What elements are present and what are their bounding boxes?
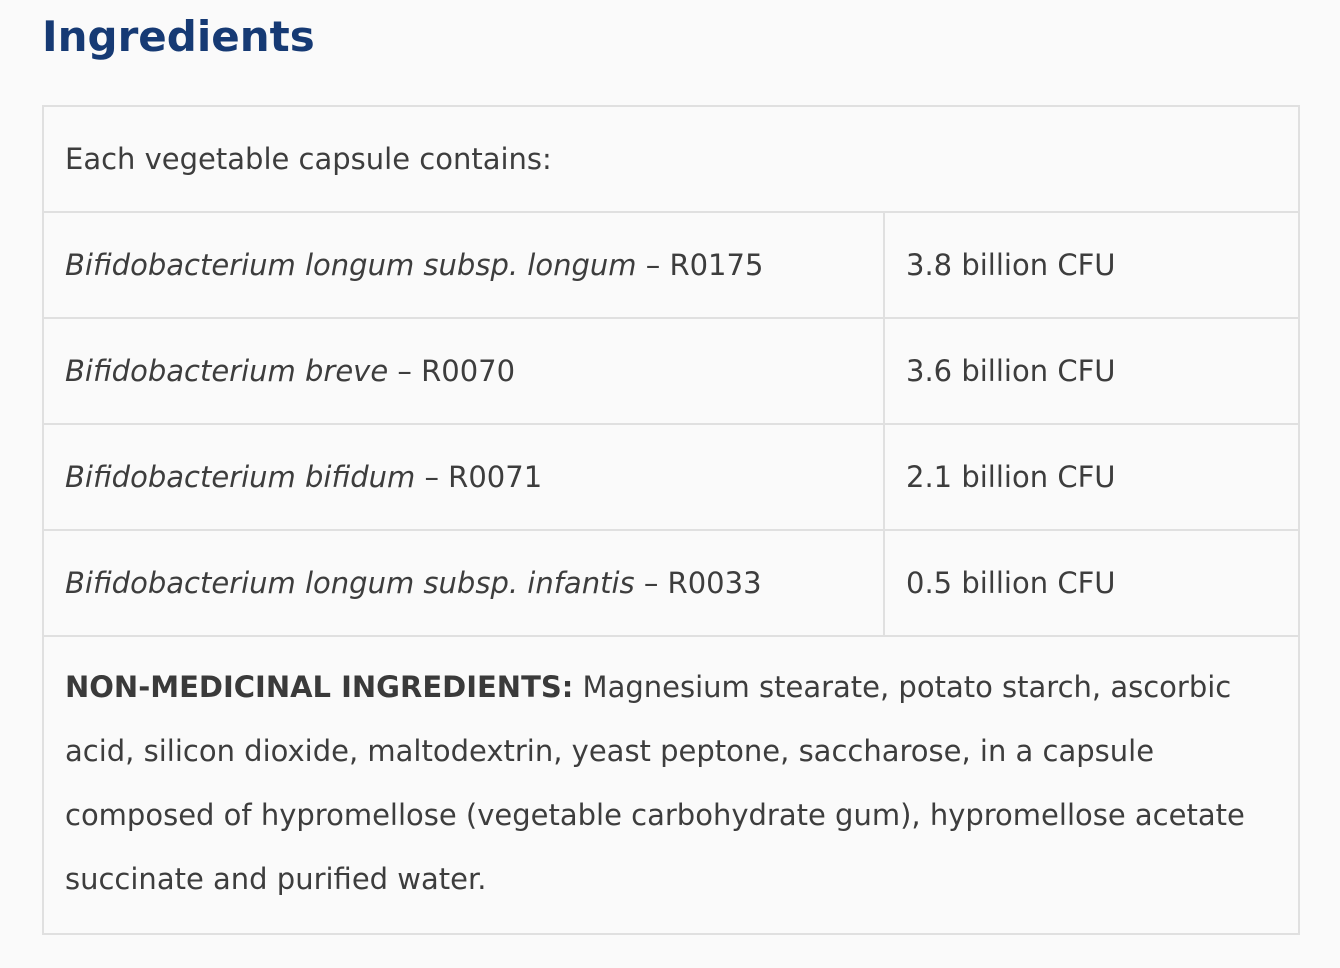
- ingredient-name: Bifidobacterium bifidum – R0071: [42, 423, 885, 531]
- species: Bifidobacterium breve: [65, 354, 389, 388]
- table-row: Each vegetable capsule contains:: [42, 105, 1300, 213]
- table-row: NON-MEDICINAL INGREDIENTS: Magnesium ste…: [42, 635, 1300, 935]
- table-row: Bifidobacterium bifidum – R0071 2.1 billi…: [42, 423, 1300, 531]
- strain: – R0175: [636, 248, 764, 282]
- non-medicinal-text: Magnesium stearate, potato starch, ascor…: [65, 670, 1245, 896]
- ingredient-name: Bifidobacterium breve – R0070: [42, 317, 885, 425]
- non-medicinal-ingredients: NON-MEDICINAL INGREDIENTS: Magnesium ste…: [42, 635, 1300, 935]
- ingredient-amount: 3.8 billion CFU: [883, 211, 1300, 319]
- ingredient-amount: 2.1 billion CFU: [883, 423, 1300, 531]
- page-title: Ingredients: [42, 12, 315, 61]
- strain: – R0033: [634, 566, 762, 600]
- ingredient-name: Bifidobacterium longum subsp. longum – R…: [42, 211, 885, 319]
- table-row: Bifidobacterium longum subsp. longum – R…: [42, 211, 1300, 319]
- ingredients-table: Each vegetable capsule contains: Bifidob…: [42, 105, 1300, 935]
- ingredient-name: Bifidobacterium longum subsp. infantis –…: [42, 529, 885, 637]
- ingredient-amount: 3.6 billion CFU: [883, 317, 1300, 425]
- species: Bifidobacterium longum subsp. longum: [65, 248, 637, 282]
- table-row: Bifidobacterium longum subsp. infantis –…: [42, 529, 1300, 637]
- intro-text: Each vegetable capsule contains:: [42, 105, 1300, 213]
- ingredient-amount: 0.5 billion CFU: [883, 529, 1300, 637]
- non-medicinal-label: NON-MEDICINAL INGREDIENTS:: [65, 670, 574, 704]
- species: Bifidobacterium longum subsp. infantis: [65, 566, 635, 600]
- species: Bifidobacterium bifidum: [65, 460, 416, 494]
- strain: – R0070: [388, 354, 516, 388]
- strain: – R0071: [415, 460, 543, 494]
- table-row: Bifidobacterium breve – R0070 3.6 billion…: [42, 317, 1300, 425]
